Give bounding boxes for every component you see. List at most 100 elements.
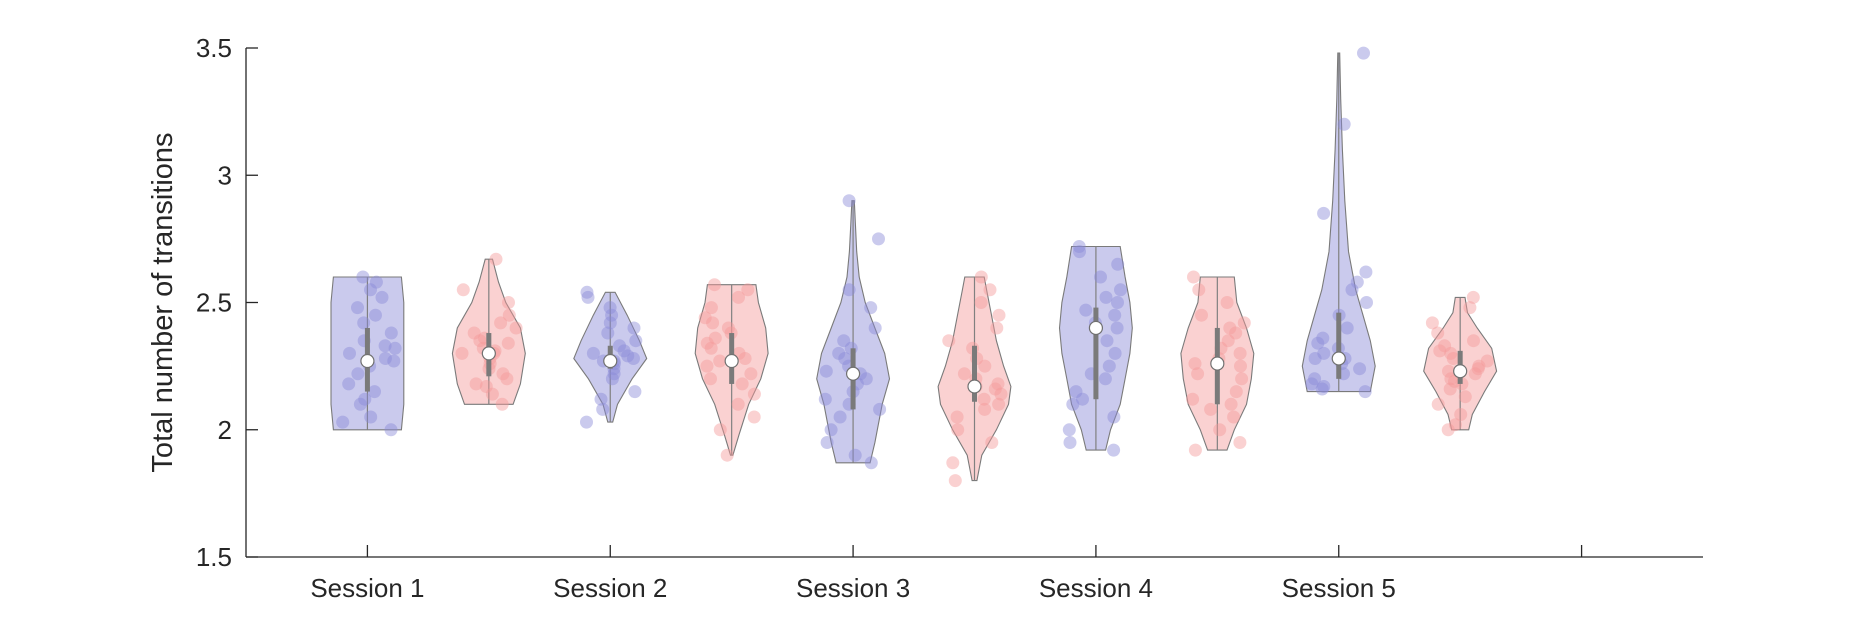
data-point	[603, 316, 617, 330]
data-point	[586, 346, 600, 360]
data-point	[950, 410, 964, 424]
violin-session-4-b	[1180, 270, 1255, 457]
data-point	[495, 397, 509, 411]
data-point	[469, 377, 483, 391]
data-point	[868, 321, 882, 335]
data-point	[741, 283, 755, 297]
data-point	[1458, 390, 1472, 404]
data-point	[994, 387, 1008, 401]
data-point	[824, 423, 838, 437]
y-tick-label: 1.5	[196, 542, 232, 572]
data-point	[1468, 367, 1482, 381]
data-point	[1463, 301, 1477, 315]
data-point	[1466, 290, 1480, 304]
violin-session-4-a	[1058, 240, 1133, 457]
data-point	[833, 410, 847, 424]
data-point	[387, 354, 401, 368]
data-point	[485, 387, 499, 401]
data-point	[1186, 392, 1200, 406]
y-tick-label: 3.5	[196, 33, 232, 63]
data-point	[496, 367, 510, 381]
data-point	[473, 334, 487, 348]
data-point	[1311, 336, 1325, 350]
data-point	[378, 352, 392, 365]
violin-session-1-a	[330, 270, 405, 437]
data-point	[1431, 326, 1445, 340]
data-point	[720, 448, 734, 462]
data-point	[1229, 385, 1243, 399]
x-tick-label: Session 2	[553, 573, 667, 603]
x-tick-label: Session 5	[1282, 573, 1396, 603]
data-point	[1317, 206, 1331, 220]
data-point	[627, 352, 640, 365]
data-point	[951, 423, 965, 437]
violin-session-2-a	[573, 285, 648, 429]
violin-median	[1331, 351, 1346, 366]
data-point	[342, 377, 356, 391]
data-point	[1308, 352, 1322, 365]
data-point	[1079, 303, 1093, 317]
data-point	[842, 283, 856, 297]
data-point	[375, 290, 389, 304]
data-point	[1317, 346, 1331, 360]
data-point	[1063, 436, 1077, 449]
data-point	[479, 380, 493, 393]
data-point	[942, 334, 956, 348]
data-point	[708, 278, 721, 292]
data-point	[724, 326, 738, 340]
data-point	[343, 346, 356, 360]
data-point	[1444, 372, 1458, 386]
data-point	[946, 456, 960, 470]
data-point	[502, 296, 515, 309]
violin-median	[967, 379, 982, 394]
data-point	[978, 402, 992, 416]
data-point	[872, 232, 885, 246]
violin-median	[845, 366, 861, 381]
data-point	[1454, 408, 1468, 421]
violin-iqr	[972, 345, 977, 402]
data-point	[1188, 443, 1202, 457]
data-point	[467, 326, 481, 340]
data-point	[621, 349, 635, 363]
data-point	[357, 316, 371, 330]
data-point	[1227, 410, 1241, 424]
data-point	[1233, 436, 1247, 449]
violin-median	[724, 353, 739, 369]
data-point	[1471, 362, 1485, 376]
violin-session-1-b	[451, 252, 526, 411]
data-point	[1360, 296, 1373, 309]
violin-iqr	[1093, 307, 1099, 400]
data-point	[974, 296, 988, 309]
y-tick-label: 2.5	[196, 288, 232, 318]
data-point	[1442, 364, 1455, 378]
data-point	[700, 336, 714, 350]
violin-session-3-b	[937, 270, 1012, 488]
data-point	[991, 377, 1005, 391]
data-point	[384, 423, 398, 437]
violin-median	[603, 353, 618, 369]
data-point	[738, 352, 752, 365]
data-point	[974, 270, 988, 284]
data-point	[369, 308, 382, 322]
data-point	[1317, 380, 1331, 393]
data-point	[351, 367, 365, 381]
data-point	[455, 346, 469, 360]
data-point	[985, 436, 999, 449]
violin-iqr	[1336, 312, 1342, 379]
data-point	[721, 321, 735, 335]
violin-median	[360, 353, 375, 369]
data-point	[706, 316, 720, 330]
data-point	[731, 397, 745, 411]
data-point	[1094, 270, 1107, 284]
data-point	[1443, 382, 1457, 396]
data-point	[1107, 443, 1121, 457]
violin-median	[1210, 356, 1225, 371]
y-tick-label: 3	[218, 160, 232, 190]
data-point	[627, 321, 641, 335]
data-point	[1480, 354, 1494, 368]
data-point	[819, 364, 833, 378]
data-point	[607, 367, 621, 381]
data-point	[1448, 418, 1462, 432]
data-point	[1433, 344, 1447, 358]
